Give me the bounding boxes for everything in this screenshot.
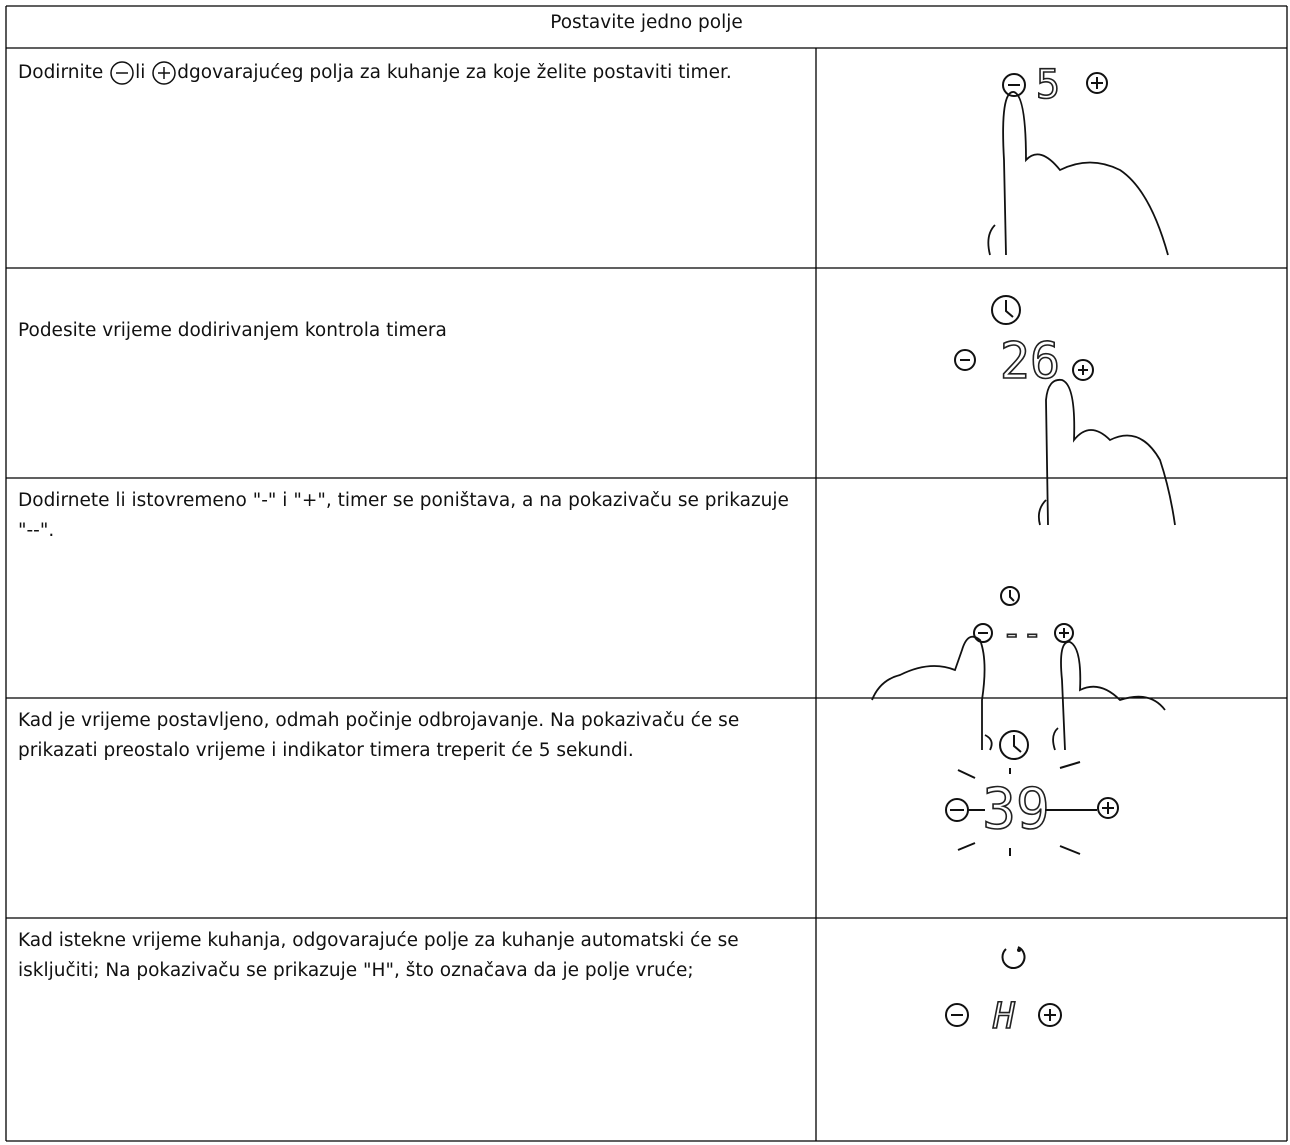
- row-text: Dodirnete li istovremeno "-" i "+", time…: [18, 490, 789, 541]
- display-digits: 5: [1036, 62, 1060, 108]
- display-digits: --: [1002, 614, 1043, 654]
- text: Dodirnite: [18, 62, 104, 83]
- illustration: 5: [987, 61, 1169, 256]
- row-text: Kad istekne vrijeme kuhanja, odgovarajuć…: [18, 930, 739, 981]
- display-digits: 39: [982, 777, 1049, 842]
- illustration: 39: [945, 730, 1119, 856]
- display-digits: 26: [1000, 332, 1060, 390]
- text: li: [135, 62, 146, 83]
- illustration: --: [871, 586, 1166, 751]
- display-digits: H: [992, 996, 1015, 1037]
- illustration: 26: [954, 295, 1176, 526]
- row-text: Kad je vrijeme postavljeno, odmah počinj…: [18, 710, 740, 761]
- table-borders: [5, 5, 1288, 1142]
- text: dgovarajućeg polja za kuhanje za koje že…: [177, 62, 732, 83]
- illustration: H: [945, 946, 1062, 1038]
- minus-icon: [110, 61, 134, 85]
- table-title: Postavite jedno polje: [550, 12, 743, 33]
- row-text: Dodirnite li dgovarajućeg polja za kuhan…: [18, 58, 808, 88]
- plus-icon: [152, 61, 177, 85]
- row-text: Podesite vrijeme dodirivanjem kontrola t…: [18, 320, 447, 341]
